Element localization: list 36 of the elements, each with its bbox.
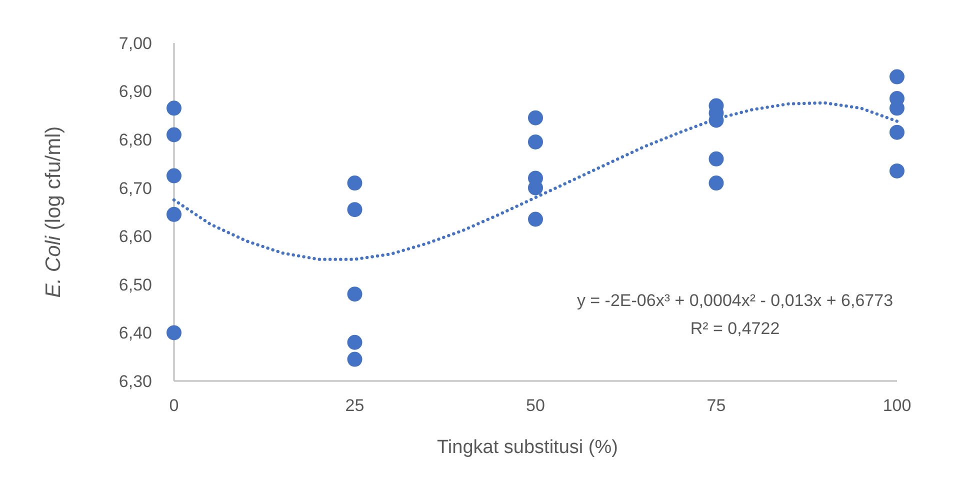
point [708,151,724,166]
point [166,168,182,184]
point [347,202,362,218]
y-tick-label: 6,70 [118,178,152,198]
y-tick-label: 6,90 [118,82,152,102]
x-tick-label: 25 [345,396,364,415]
point [890,124,904,140]
x-tick-label: 50 [526,396,545,415]
point [890,69,904,84]
y-tick-label: 6,80 [118,130,152,150]
x-tick-label: 0 [169,396,179,415]
y-tick-label: 6,60 [118,227,152,246]
point [890,163,904,178]
y-tick-label: 7,00 [118,34,152,53]
point [347,334,362,350]
y-axis-title: E. Coli (log cfu/ml) [42,126,65,298]
point [347,176,362,191]
annotation: R² = 0,4722 [690,319,780,338]
point [528,212,543,227]
point [347,286,362,302]
point [166,100,182,116]
y-tick-label: 6,30 [118,372,152,391]
annotation: y = -2E-06x³ + 0,0004x² - 0,013x + 6,6773 [576,291,894,310]
point [528,110,543,126]
point [347,352,362,367]
point [528,134,543,150]
line-series [172,101,899,261]
point [166,206,182,222]
x-tick-label: 100 [882,396,912,415]
y-tick-label: 6,50 [118,275,152,294]
x-axis-title: Tingkat substitusi (%) [437,437,618,458]
point [708,176,724,191]
point [166,127,182,142]
y-tick-label: 6,40 [118,324,152,343]
x-tick-label: 75 [706,396,726,415]
point [166,325,182,340]
